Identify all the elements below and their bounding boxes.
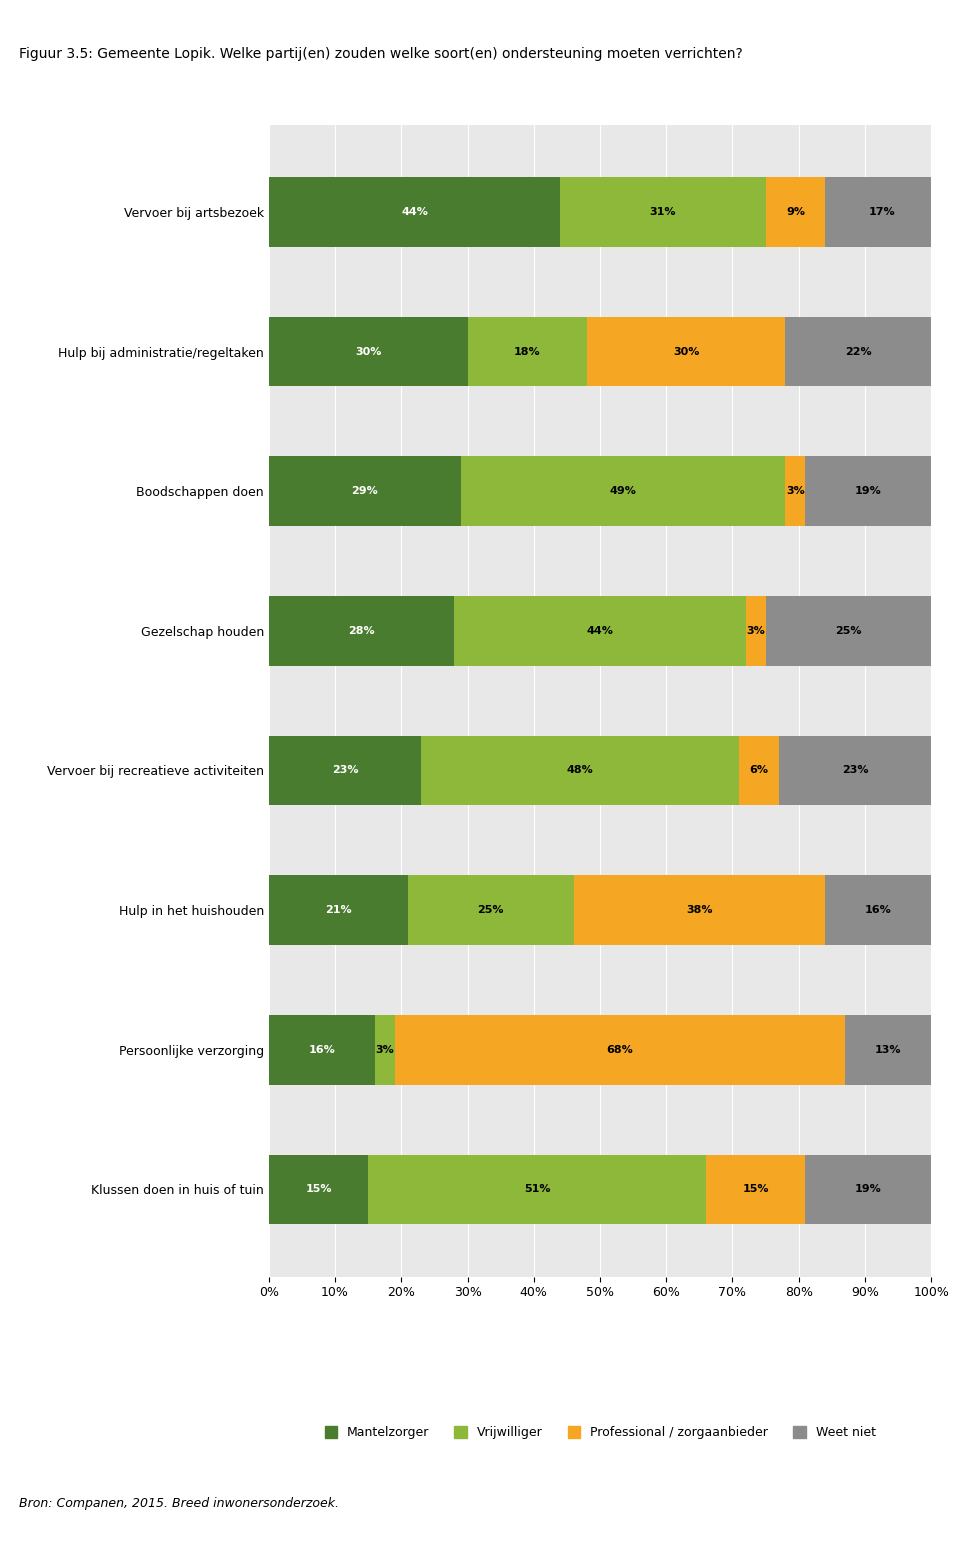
Text: 23%: 23% — [842, 766, 868, 775]
Bar — [805, 456, 931, 526]
Text: 25%: 25% — [477, 905, 504, 916]
Bar — [269, 735, 421, 805]
Text: 49%: 49% — [610, 486, 636, 497]
Bar — [269, 1155, 368, 1224]
Text: 68%: 68% — [607, 1045, 634, 1054]
Bar — [395, 1015, 845, 1085]
Text: 3%: 3% — [746, 626, 765, 635]
Text: 9%: 9% — [786, 207, 804, 216]
Bar — [826, 875, 931, 945]
Bar — [561, 177, 765, 246]
Bar — [269, 316, 468, 386]
Bar — [408, 875, 573, 945]
Text: 19%: 19% — [855, 486, 881, 497]
Bar — [269, 1015, 374, 1085]
Text: 44%: 44% — [401, 207, 428, 216]
Bar — [765, 177, 826, 246]
Text: 29%: 29% — [351, 486, 378, 497]
Legend: Mantelzorger, Vrijwilliger, Professional / zorgaanbieder, Weet niet: Mantelzorger, Vrijwilliger, Professional… — [320, 1422, 880, 1445]
Bar — [826, 177, 938, 246]
Bar — [454, 596, 746, 666]
Bar — [845, 1015, 931, 1085]
Bar — [765, 596, 931, 666]
Bar — [587, 316, 785, 386]
Text: 48%: 48% — [566, 766, 593, 775]
Text: 31%: 31% — [650, 207, 676, 216]
Text: 44%: 44% — [587, 626, 613, 635]
Bar — [468, 316, 587, 386]
Bar — [269, 456, 461, 526]
Text: 19%: 19% — [855, 1185, 881, 1194]
Text: 38%: 38% — [686, 905, 712, 916]
Text: 23%: 23% — [332, 766, 358, 775]
Bar — [779, 735, 931, 805]
Text: 3%: 3% — [375, 1045, 395, 1054]
Bar — [746, 596, 765, 666]
Bar — [706, 1155, 805, 1224]
Text: Figuur 3.5: Gemeente Lopik. Welke partij(en) zouden welke soort(en) ondersteunin: Figuur 3.5: Gemeente Lopik. Welke partij… — [19, 47, 743, 61]
Bar — [785, 456, 805, 526]
Bar — [269, 596, 454, 666]
Bar — [374, 1015, 395, 1085]
Bar — [805, 1155, 931, 1224]
Text: 30%: 30% — [355, 347, 381, 357]
Bar — [573, 875, 826, 945]
Bar — [421, 735, 739, 805]
Text: 51%: 51% — [524, 1185, 550, 1194]
Text: 22%: 22% — [845, 347, 872, 357]
Text: 6%: 6% — [750, 766, 768, 775]
Text: 28%: 28% — [348, 626, 374, 635]
Bar — [269, 177, 561, 246]
Text: 16%: 16% — [865, 905, 892, 916]
Bar — [368, 1155, 706, 1224]
Text: 15%: 15% — [742, 1185, 769, 1194]
Text: 16%: 16% — [308, 1045, 335, 1054]
Bar — [739, 735, 779, 805]
Bar — [269, 875, 408, 945]
Text: 15%: 15% — [305, 1185, 332, 1194]
Text: Bron: Companen, 2015. Breed inwonersonderzoek.: Bron: Companen, 2015. Breed inwonersonde… — [19, 1498, 339, 1510]
Text: 3%: 3% — [786, 486, 804, 497]
Bar — [785, 316, 931, 386]
Text: 21%: 21% — [325, 905, 351, 916]
Text: 18%: 18% — [514, 347, 540, 357]
Text: 25%: 25% — [835, 626, 862, 635]
Text: 17%: 17% — [868, 207, 895, 216]
Bar — [461, 456, 785, 526]
Text: 13%: 13% — [875, 1045, 901, 1054]
Text: 30%: 30% — [673, 347, 699, 357]
